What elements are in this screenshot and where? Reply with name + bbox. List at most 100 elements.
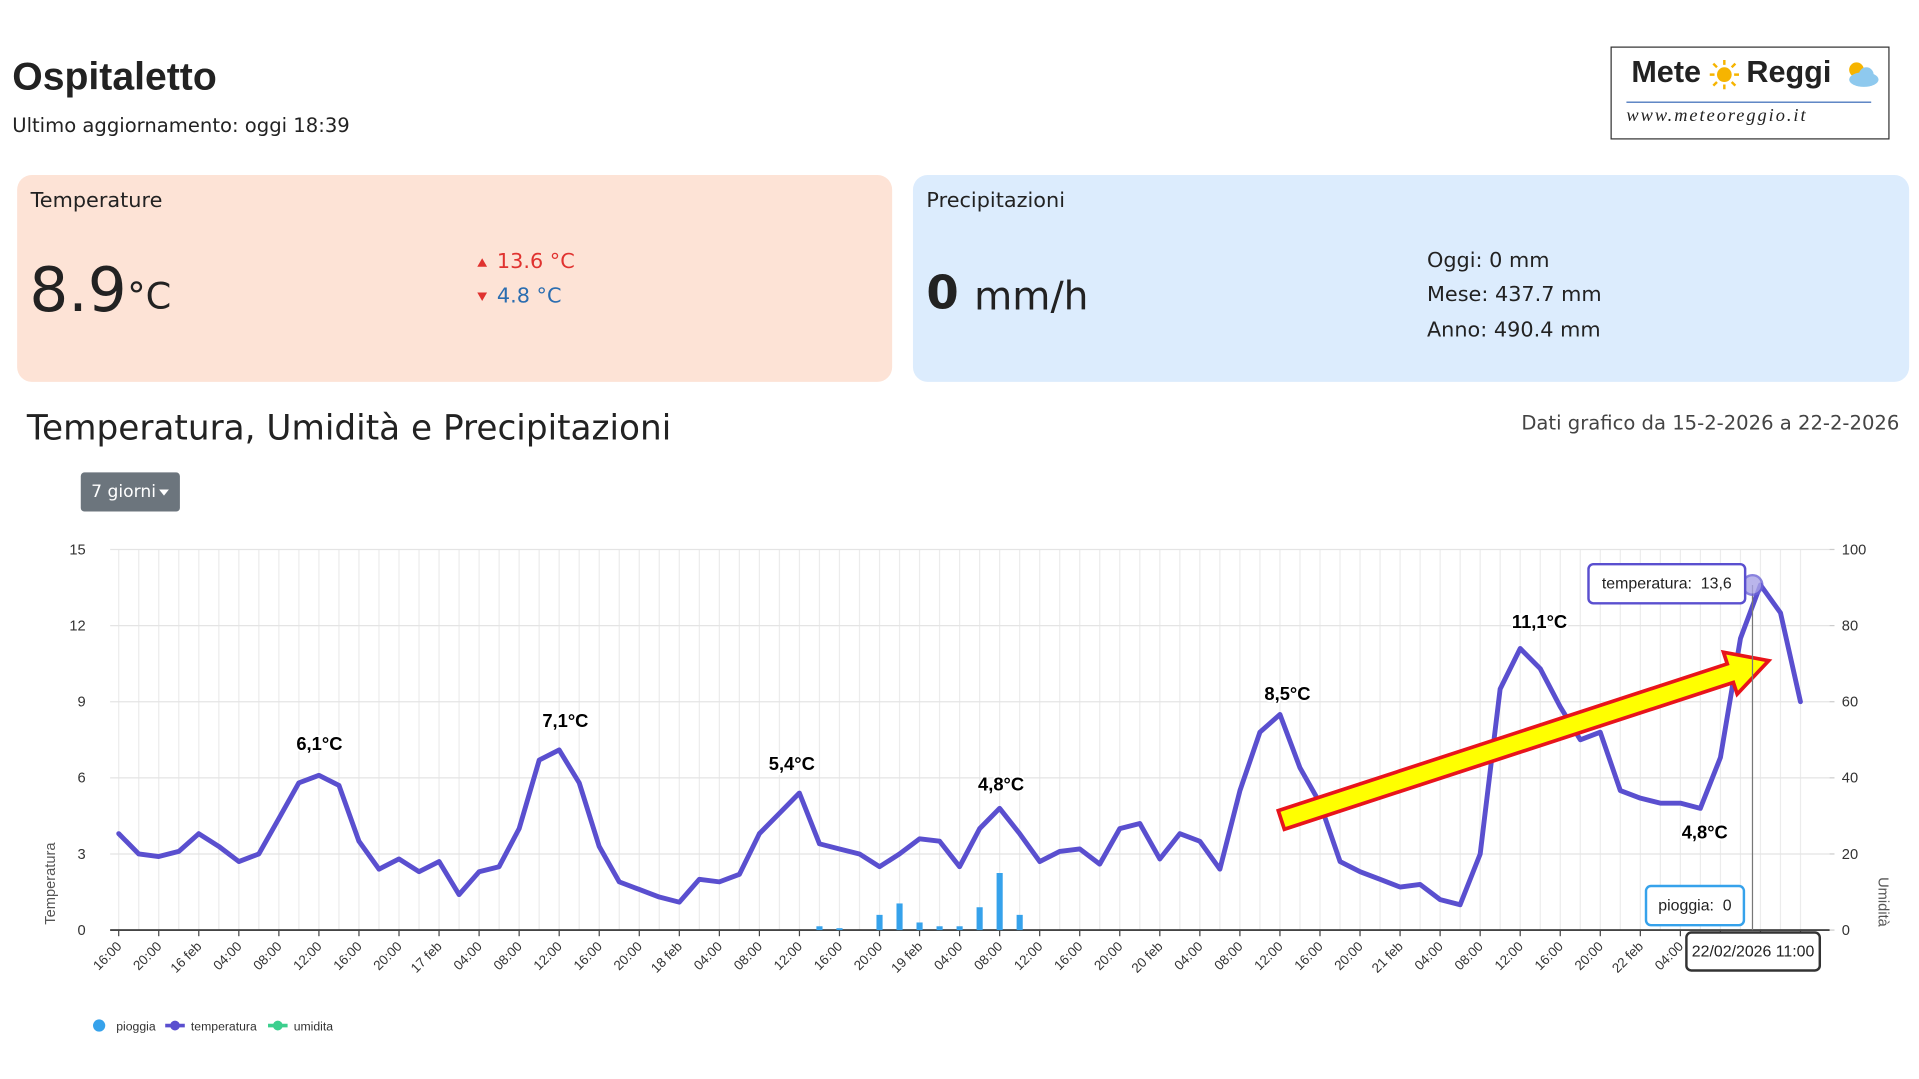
x-tick-label: 12:00	[290, 939, 324, 973]
chart-title: Temperatura, Umidità e Precipitazioni	[26, 407, 672, 448]
period-dropdown[interactable]: 7 giorni	[80, 472, 180, 512]
x-tick-label: 04:00	[1652, 939, 1686, 973]
legend-label: pioggia	[116, 1019, 156, 1033]
x-tick-label: 20:00	[1091, 939, 1125, 973]
x-tick-label: 19 feb	[888, 939, 925, 976]
x-tick-label: 20:00	[1572, 939, 1606, 973]
x-tick-label: 08:00	[971, 939, 1005, 973]
max-temperature-value: 13.6 °C	[496, 249, 575, 275]
x-tick-label: 20:00	[611, 939, 645, 973]
max-temperature: 13.6 °C	[477, 249, 575, 275]
rain-bar	[916, 922, 923, 931]
cloud-icon	[1849, 62, 1879, 87]
peak-annotation: 4,8°C	[1682, 821, 1728, 842]
x-tick-label: 08:00	[250, 939, 284, 973]
x-tick-label: 16:00	[90, 939, 124, 973]
y-tick-label: 3	[77, 847, 85, 863]
station-title: Ospitaletto	[12, 53, 217, 98]
x-tick-label: 12:00	[1011, 939, 1045, 973]
y2-tick-label: 0	[1842, 923, 1850, 939]
y2-tick-label: 20	[1842, 847, 1858, 863]
x-tick-label: 12:00	[1492, 939, 1526, 973]
y-tick-label: 12	[69, 619, 85, 635]
y-tick-label: 15	[69, 542, 85, 558]
x-tick-label: 21 feb	[1369, 939, 1406, 976]
legend-swatch	[93, 1019, 106, 1032]
dropdown-label: 7 giorni	[91, 482, 157, 502]
temperature-unit: °C	[127, 275, 172, 319]
x-tick-label: 08:00	[731, 939, 765, 973]
rain-rate-unit: mm/h	[974, 272, 1089, 320]
card-title: Temperature	[30, 188, 163, 213]
x-tick-label: 16:00	[1532, 939, 1566, 973]
x-tick-label: 08:00	[491, 939, 525, 973]
x-tick-label: 16 feb	[168, 939, 205, 976]
legend-swatch	[170, 1020, 180, 1031]
logo[interactable]: Mete Reggi www.meteoreggio.it	[1610, 46, 1890, 140]
x-tick-label: 04:00	[210, 939, 244, 973]
rain-bar	[876, 914, 883, 931]
rain-bar	[956, 926, 963, 931]
temperature-card: Temperature 8.9 °C 13.6 °C 4.8 °C	[17, 175, 893, 382]
peak-annotation: 4,8°C	[978, 774, 1024, 795]
x-tick-label: 18 feb	[648, 939, 685, 976]
legend-label: temperatura	[191, 1019, 257, 1033]
x-tick-label: 16:00	[571, 939, 605, 973]
current-temperature: 8.9	[29, 254, 127, 326]
peak-annotation: 7,1°C	[542, 710, 588, 731]
x-tick-label: 20:00	[851, 939, 885, 973]
last-update: Ultimo aggiornamento: oggi 18:39	[12, 113, 350, 138]
x-tick-label: 20 feb	[1129, 939, 1166, 976]
x-tick-label: 04:00	[1171, 939, 1205, 973]
rain-bar	[936, 926, 943, 931]
x-tick-label: 04:00	[931, 939, 965, 973]
date-range: Dati grafico da 15-2-2026 a 22-2-2026	[1521, 411, 1900, 435]
x-tick-label: 22 feb	[1609, 939, 1646, 976]
rain-bar	[896, 903, 903, 931]
x-tick-label: 04:00	[691, 939, 725, 973]
temperature-tooltip-text: temperatura: 13,6	[1602, 576, 1732, 593]
logo-rule	[1626, 101, 1872, 103]
x-tick-label: 16:00	[811, 939, 845, 973]
rain-year: Anno: 490.4 mm	[1426, 318, 1601, 343]
x-tick-label: 20:00	[370, 939, 404, 973]
rain-today: Oggi: 0 mm	[1426, 248, 1550, 273]
x-tick-label: 12:00	[771, 939, 805, 973]
y2-tick-label: 80	[1842, 619, 1858, 635]
min-temperature: 4.8 °C	[477, 284, 561, 308]
x-tick-label: 04:00	[450, 939, 484, 973]
rain-bar	[816, 926, 823, 931]
x-tick-label: 08:00	[1452, 939, 1486, 973]
y-tick-label: 6	[77, 771, 85, 787]
x-tick-label: 12:00	[1251, 939, 1285, 973]
x-tick-label: 20:00	[1331, 939, 1365, 973]
x-tick-label: 16:00	[330, 939, 364, 973]
date-tooltip-box	[1685, 931, 1822, 972]
temperature-line	[116, 582, 1803, 908]
y2-tick-label: 40	[1842, 771, 1858, 787]
y-axis-title: Temperatura	[43, 842, 59, 925]
peak-annotation: 6,1°C	[296, 733, 342, 754]
rain-bar	[836, 928, 843, 931]
logo-left: Mete	[1631, 55, 1702, 90]
y2-tick-label: 60	[1842, 695, 1858, 711]
sun-icon	[1709, 59, 1740, 90]
min-temperature-value: 4.8 °C	[496, 283, 562, 309]
legend-label: umidita	[294, 1019, 334, 1033]
x-tick-label: 08:00	[1211, 939, 1245, 973]
logo-right: Reggi	[1746, 55, 1832, 90]
rain-tooltip-text: pioggia: 0	[1658, 898, 1731, 915]
rain-bar	[976, 907, 983, 931]
y2-tick-label: 100	[1842, 542, 1866, 558]
rain-tooltip-box	[1644, 884, 1746, 927]
rain-month: Mese: 437.7 mm	[1426, 282, 1602, 308]
x-tick-label: 17 feb	[408, 939, 445, 976]
legend-swatch	[272, 1020, 283, 1031]
y-tick-label: 0	[77, 923, 85, 939]
y2-axis-title: Umidità	[1875, 877, 1891, 928]
x-tick-label: 12:00	[531, 939, 565, 973]
peak-annotation: 11,1°C	[1512, 611, 1567, 632]
temperature-tooltip-box	[1587, 562, 1747, 605]
